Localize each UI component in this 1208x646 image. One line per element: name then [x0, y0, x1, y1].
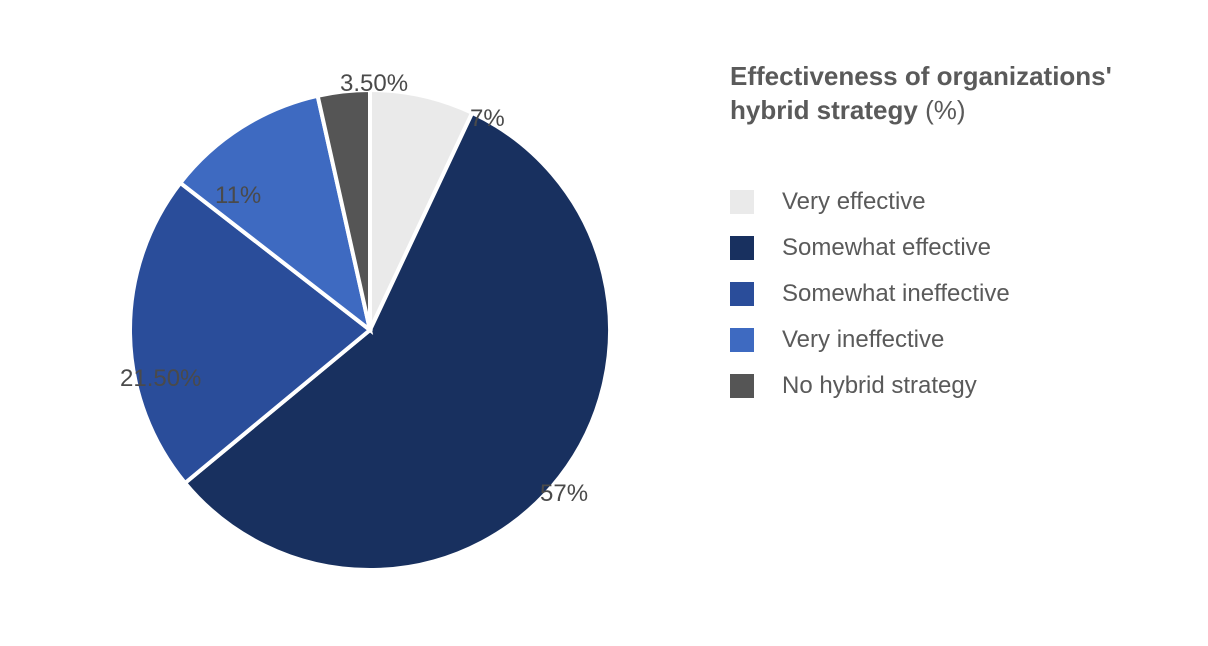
slice-label: 3.50% — [340, 70, 408, 98]
legend-swatch — [730, 328, 754, 352]
legend-label: Somewhat effective — [782, 234, 991, 262]
legend-item: No hybrid strategy — [730, 372, 1150, 400]
legend-label: Very ineffective — [782, 326, 944, 354]
slice-label: 7% — [470, 105, 505, 133]
legend-item: Somewhat ineffective — [730, 280, 1150, 308]
legend-item: Very ineffective — [730, 326, 1150, 354]
chart-title-text: Effectiveness of organizations' hybrid s… — [730, 61, 1112, 125]
chart-title: Effectiveness of organizations' hybrid s… — [730, 60, 1150, 128]
slice-label: 11% — [215, 182, 261, 210]
legend-list: Very effective Somewhat effective Somewhat… — [730, 188, 1150, 400]
slice-label: 57% — [540, 480, 588, 508]
legend-block: Effectiveness of organizations' hybrid s… — [730, 60, 1150, 418]
legend-swatch — [730, 282, 754, 306]
pie-svg — [130, 90, 610, 570]
legend-swatch — [730, 190, 754, 214]
legend-swatch — [730, 374, 754, 398]
pie-canvas — [130, 90, 610, 570]
legend-label: No hybrid strategy — [782, 372, 977, 400]
slice-label: 21.50% — [120, 365, 201, 393]
legend-label: Somewhat ineffective — [782, 280, 1010, 308]
legend-item: Very effective — [730, 188, 1150, 216]
legend-item: Somewhat effective — [730, 234, 1150, 262]
legend-label: Very effective — [782, 188, 926, 216]
chart-title-unit: (%) — [925, 95, 965, 125]
pie-chart: 7% 57% 21.50% 11% 3.50% — [80, 30, 640, 630]
legend-swatch — [730, 236, 754, 260]
